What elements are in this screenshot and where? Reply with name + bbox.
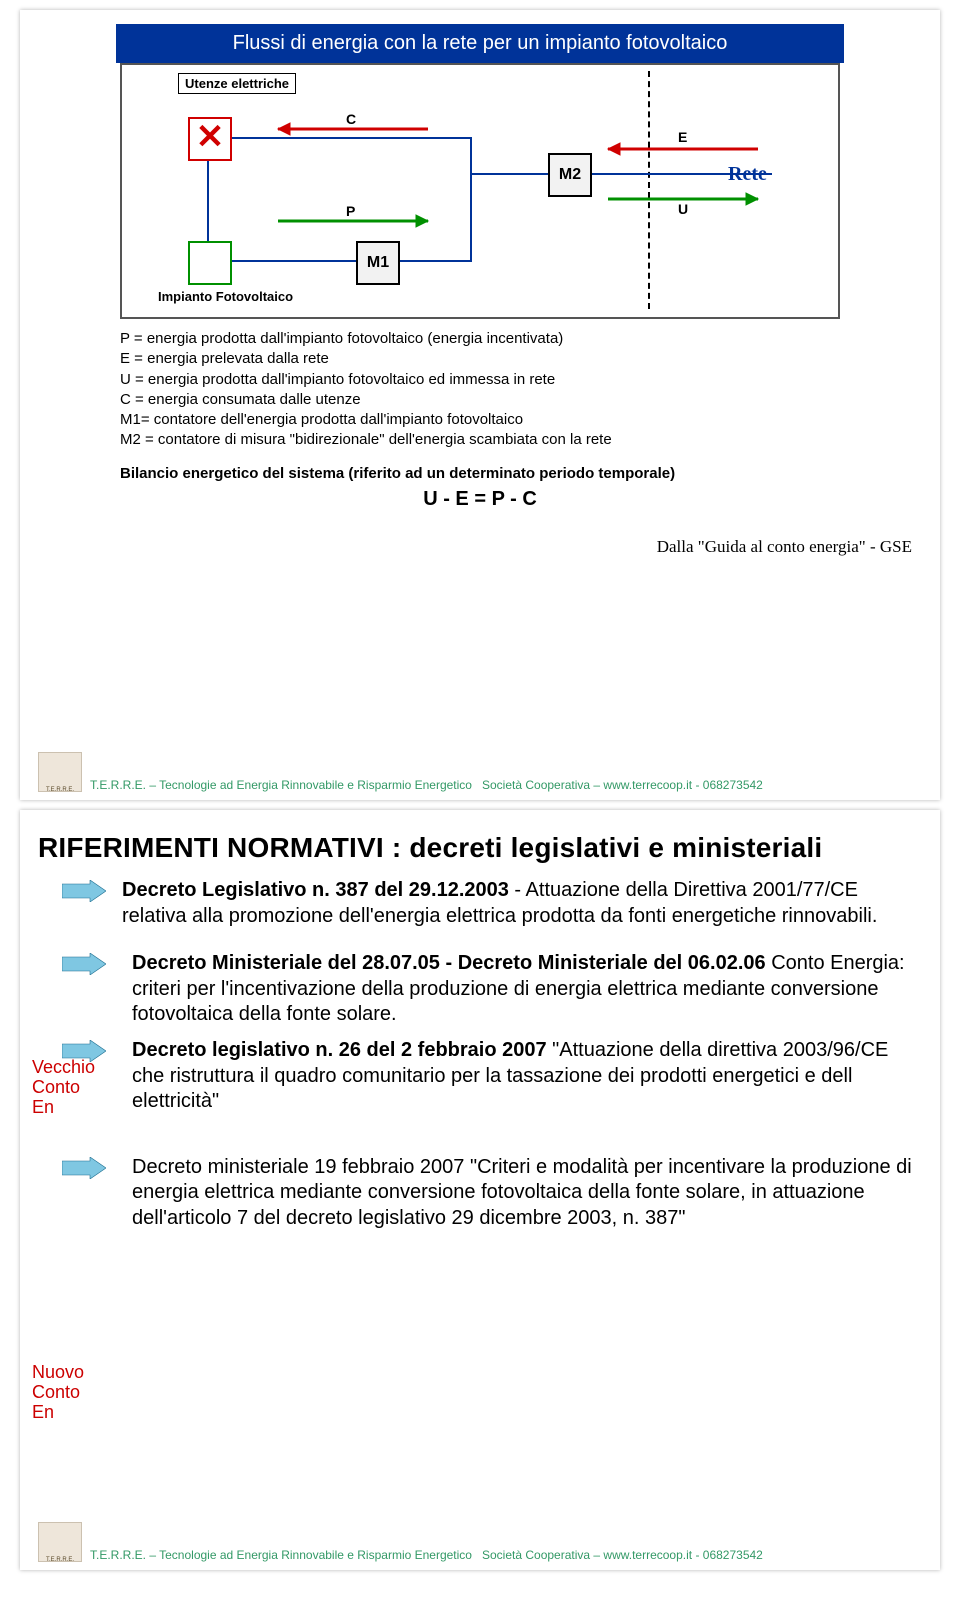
grid-boundary	[648, 71, 650, 309]
legend-U: U = energia prodotta dall'impianto fotov…	[120, 370, 840, 390]
side-label-nuovo: Nuovo Conto En	[32, 1363, 102, 1422]
legend-C: C = energia consumata dalle utenze	[120, 390, 840, 410]
arrows-overlay	[128, 71, 828, 311]
terre-logo	[38, 1522, 82, 1562]
decree2-bold: Decreto Ministeriale del 28.07.05 - Decr…	[132, 952, 766, 974]
decree-block-1: Decreto Legislativo n. 387 del 29.12.200…	[38, 878, 922, 929]
terre-logo	[38, 752, 82, 792]
footer-link[interactable]: www.terrecoop.it	[603, 778, 692, 792]
slide2-body: Vecchio Conto En Nuovo Conto En Decreto …	[38, 878, 922, 1232]
legend-P: P = energia prodotta dall'impianto fotov…	[120, 329, 840, 349]
slide1-title: Flussi di energia con la rete per un imp…	[116, 24, 844, 63]
impianto-label: Impianto Fotovoltaico	[158, 289, 293, 304]
m2-box: M2	[548, 153, 592, 197]
diagram-frame: Utenze elettriche ✕ M1 M2	[120, 63, 840, 319]
slide-1: Flussi di energia con la rete per un imp…	[20, 10, 940, 800]
energy-flow-diagram: Utenze elettriche ✕ M1 M2	[128, 71, 828, 311]
footer-coop: Società Cooperativa –	[482, 1548, 603, 1562]
slide-footer: T.E.R.R.E. – Tecnologie ad Energia Rinno…	[38, 1522, 763, 1562]
balance-heading: Bilancio energetico del sistema (riferit…	[120, 465, 840, 482]
decree3-bold: Decreto legislativo n. 26 del 2 febbraio…	[132, 1039, 547, 1061]
legend: P = energia prodotta dall'impianto fotov…	[120, 329, 840, 451]
label-E: E	[678, 129, 687, 145]
balance-formula: U - E = P - C	[120, 488, 840, 511]
decree1-bold: Decreto Legislativo n. 387 del 29.12.200…	[122, 879, 509, 901]
m1-box: M1	[356, 241, 400, 285]
slide-footer: T.E.R.R.E. – Tecnologie ad Energia Rinno…	[38, 752, 763, 792]
footer-tail: - 068273542	[695, 1548, 762, 1562]
legend-M1: M1= contatore dell'energia prodotta dall…	[120, 410, 840, 430]
label-C: C	[346, 111, 356, 127]
decree-block-3: Decreto legislativo n. 26 del 2 febbraio…	[38, 1038, 922, 1115]
footer-link[interactable]: www.terrecoop.it	[603, 1548, 692, 1562]
footer-org: T.E.R.R.E. – Tecnologie ad Energia Rinno…	[90, 778, 472, 792]
footer-tail: - 068273542	[695, 778, 762, 792]
decree4-text: Decreto ministeriale 19 febbraio 2007 "C…	[132, 1156, 912, 1229]
legend-E: E = energia prelevata dalla rete	[120, 349, 840, 369]
footer-coop: Società Cooperativa –	[482, 778, 603, 792]
footer-org: T.E.R.R.E. – Tecnologie ad Energia Rinno…	[90, 1548, 472, 1562]
side-label-vecchio: Vecchio Conto En	[32, 1058, 102, 1117]
arrow-icon	[62, 953, 106, 975]
slide-2: RIFERIMENTI NORMATIVI : decreti legislat…	[20, 810, 940, 1570]
label-P: P	[346, 203, 355, 219]
label-U: U	[678, 201, 688, 217]
arrow-icon	[62, 1157, 106, 1179]
impianto-box	[188, 241, 232, 285]
legend-M2: M2 = contatore di misura "bidirezionale"…	[120, 430, 840, 450]
utenze-box: ✕	[188, 117, 232, 161]
utenze-label: Utenze elettriche	[178, 73, 296, 94]
decree-block-2: Decreto Ministeriale del 28.07.05 - Decr…	[38, 951, 922, 1028]
slide2-title: RIFERIMENTI NORMATIVI : decreti legislat…	[38, 832, 922, 864]
decree-block-4: Decreto ministeriale 19 febbraio 2007 "C…	[38, 1155, 922, 1232]
rete-label: Rete	[728, 163, 767, 186]
arrow-icon	[62, 880, 106, 902]
source-citation: Dalla "Guida al conto energia" - GSE	[38, 537, 922, 557]
